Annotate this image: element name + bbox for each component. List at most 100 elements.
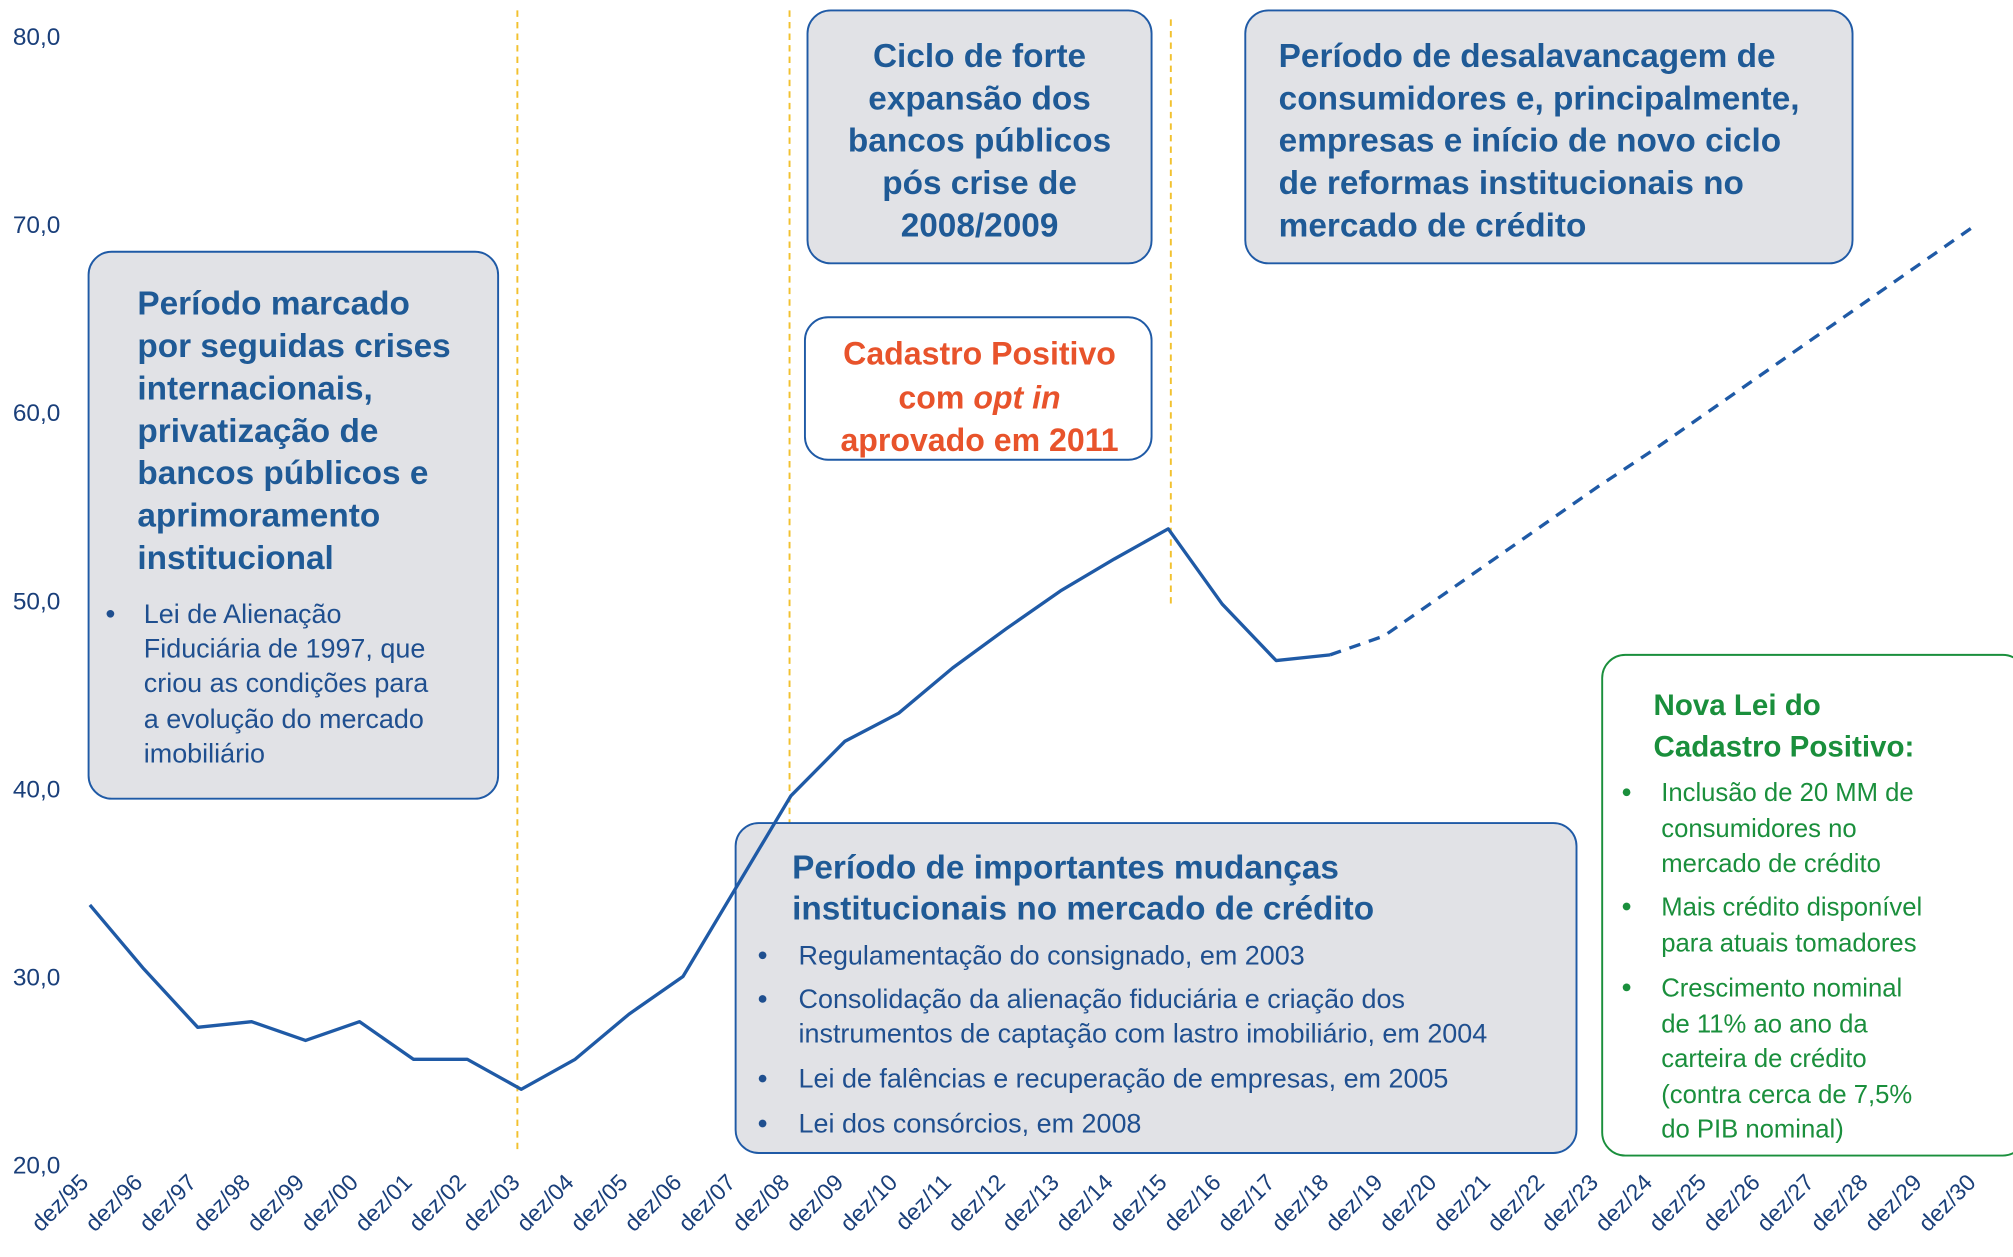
- annotation-title: 2008/2009: [901, 207, 1059, 244]
- bullet: [106, 609, 115, 618]
- bullet-text: para atuais tomadores: [1661, 929, 1916, 957]
- annotation-title: por seguidas crises: [137, 328, 450, 365]
- bullet-text: mercado de crédito: [1661, 850, 1881, 878]
- x-tick-label: dez/96: [80, 1169, 147, 1236]
- bullet-text: Regulamentação do consignado, em 2003: [799, 940, 1305, 970]
- y-tick-label: 40,0: [13, 776, 60, 803]
- bullet: [758, 1074, 767, 1083]
- y-tick-label: 70,0: [13, 212, 60, 239]
- annotation-title: consumidores e, principalmente,: [1279, 80, 1800, 117]
- annotation-title: internacionais,: [137, 370, 372, 407]
- x-tick-label: dez/25: [1644, 1169, 1711, 1236]
- annotation-title: Período marcado: [137, 286, 410, 323]
- annotation-title: privatização de: [137, 413, 378, 450]
- x-tick-label: dez/07: [673, 1169, 740, 1236]
- annotation-text: com: [898, 379, 964, 415]
- x-tick-label: dez/29: [1859, 1169, 1926, 1236]
- annotation-emphasis: opt in: [973, 379, 1060, 415]
- x-tick-label: dez/98: [188, 1169, 255, 1236]
- y-tick-label: 30,0: [13, 964, 60, 991]
- bullet-text: a evolução do mercado: [144, 704, 424, 734]
- box: [1244, 9, 1854, 265]
- bullet: [1622, 902, 1631, 911]
- y-tick-label: 20,0: [13, 1153, 60, 1180]
- x-tick-label: dez/11: [890, 1169, 956, 1235]
- annotation-box: Nova Lei do Cadastro Positivo: Inclusão de…: [1601, 653, 2013, 1157]
- bullet-text: do PIB nominal): [1661, 1116, 1844, 1144]
- box: [734, 822, 1578, 1154]
- bullet: [1622, 788, 1631, 797]
- annotation-title: Período de desalavancagem de: [1279, 38, 1776, 75]
- bullet: [758, 1119, 767, 1128]
- x-tick-label: dez/10: [835, 1169, 902, 1236]
- x-tick-label: dez/24: [1590, 1169, 1658, 1237]
- bullet-text: consumidores no: [1661, 815, 1856, 843]
- x-tick-label: dez/16: [1158, 1169, 1225, 1236]
- x-tick-label: dez/15: [1104, 1169, 1171, 1236]
- x-tick-label: dez/05: [565, 1169, 632, 1236]
- annotation-title: com opt in: [898, 379, 1060, 415]
- box: [1601, 653, 2013, 1157]
- x-tick-label: dez/27: [1751, 1169, 1818, 1236]
- box: [87, 250, 500, 800]
- x-tick-label: dez/04: [511, 1169, 579, 1237]
- bullet-text: imobiliário: [144, 739, 265, 769]
- x-tick-label: dez/99: [242, 1169, 309, 1236]
- annotation-title: de reformas institucionais no: [1279, 165, 1744, 202]
- x-tick-label: dez/26: [1697, 1169, 1764, 1236]
- annotation-box: Cadastro Positivo com opt in aprovado em 20…: [803, 316, 1153, 461]
- annotation-title: bancos públicos e: [137, 455, 428, 492]
- x-tick-label: dez/12: [943, 1169, 1010, 1236]
- annotation-title: Cadastro Positivo: [843, 336, 1116, 372]
- period-dividers: [516, 10, 1172, 1150]
- x-tick-label: dez/21: [1428, 1169, 1495, 1236]
- bullet: [758, 995, 767, 1003]
- bullet-text: instrumentos de captação com lastro imob…: [799, 1019, 1488, 1049]
- x-tick-label: dez/01: [350, 1169, 417, 1236]
- bullet: [1622, 983, 1631, 992]
- y-tick-label: 60,0: [13, 400, 60, 427]
- annotation-title: expansão dos: [868, 80, 1090, 117]
- x-tick-label: dez/23: [1536, 1169, 1603, 1236]
- bullet: [758, 951, 767, 960]
- bullet-text: Fiduciária de 1997, que: [144, 633, 426, 663]
- bullet-text: Consolidação da alienação fiduciária e c…: [799, 984, 1405, 1014]
- bullet-text: Lei de falências e recuperação de empres…: [799, 1064, 1449, 1094]
- box: [803, 316, 1153, 461]
- annotation-title: Período de importantes mudanças: [792, 849, 1339, 886]
- projection-line: [1329, 222, 1979, 657]
- x-tick-label: dez/19: [1320, 1169, 1387, 1236]
- annotation-title: aprimoramento: [137, 498, 380, 535]
- annotation-title: institucional: [137, 540, 333, 577]
- x-tick-label: dez/00: [296, 1169, 363, 1236]
- bullet-text: carteira de crédito: [1661, 1045, 1866, 1073]
- y-tick-label: 80,0: [13, 24, 60, 51]
- annotation-box: Período de importantes mudanças instituci…: [734, 822, 1578, 1154]
- bullet-text: Lei de Alienação: [144, 599, 342, 629]
- x-tick-label: dez/18: [1266, 1169, 1333, 1236]
- x-tick-label: dez/17: [1212, 1169, 1279, 1236]
- annotation-box: Período de desalavancagem de consumidores…: [1244, 9, 1854, 265]
- bullet-text: Inclusão de 20 MM de: [1661, 779, 1913, 807]
- x-tick-label: dez/14: [1050, 1169, 1118, 1237]
- annotation-title: empresas e início de novo ciclo: [1279, 123, 1781, 160]
- annotation-box: Ciclo de forte expansão dos bancos público…: [806, 9, 1153, 265]
- box: [806, 9, 1153, 265]
- annotation-box: Período marcado por seguidas crises intern…: [87, 250, 500, 800]
- annotation-title: Ciclo de forte: [873, 38, 1086, 75]
- x-tick-label: dez/08: [727, 1169, 794, 1236]
- bullet-text: Crescimento nominal: [1661, 974, 1902, 1002]
- bullet-text: (contra cerca de 7,5%: [1661, 1081, 1912, 1109]
- bullet-text: Mais crédito disponível: [1661, 893, 1922, 921]
- annotation-title: mercado de crédito: [1279, 207, 1587, 244]
- bullet-text: de 11% ao ano da: [1661, 1010, 1868, 1038]
- data-line: [88, 527, 1331, 1091]
- annotation-title: pós crise de: [882, 165, 1077, 202]
- x-tick-label: dez/03: [457, 1169, 524, 1236]
- y-tick-label: 50,0: [13, 588, 60, 615]
- bullet-text: Lei dos consórcios, em 2008: [799, 1108, 1142, 1138]
- annotation-title: bancos públicos: [848, 123, 1111, 160]
- annotation-title: Cadastro Positivo:: [1654, 730, 1915, 763]
